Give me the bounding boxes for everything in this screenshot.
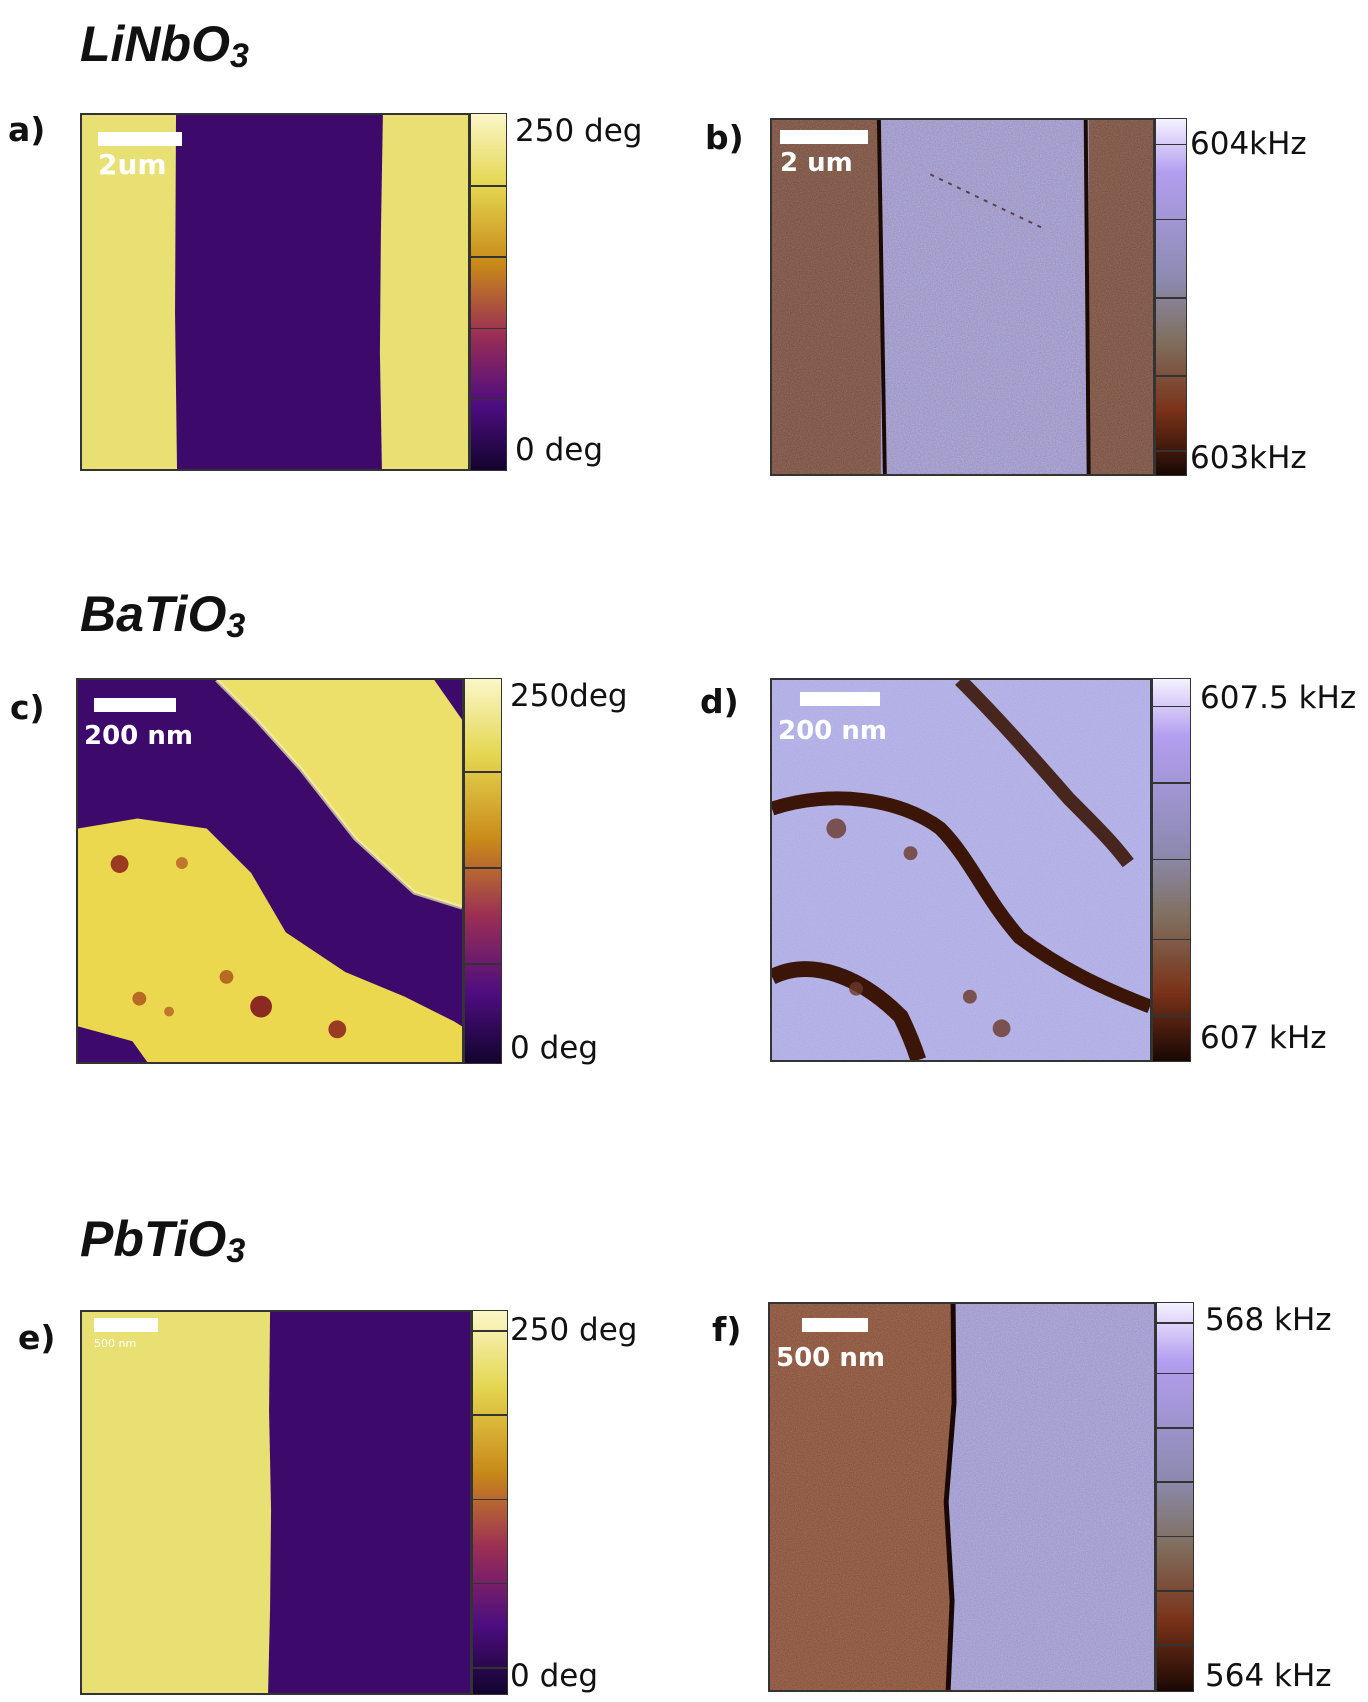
scale-bar-a bbox=[98, 132, 182, 146]
phase-map-e bbox=[80, 1310, 472, 1695]
scale-bar-label-d: 200 nm bbox=[778, 716, 887, 746]
colorbar-d bbox=[1152, 678, 1191, 1062]
section-title-pbtio3: PbTiO3 bbox=[80, 1211, 246, 1270]
scale-bar-label-c: 200 nm bbox=[84, 721, 193, 751]
colorbar-min-b: 603kHz bbox=[1190, 440, 1307, 476]
scale-bar-label-b: 2 um bbox=[780, 148, 853, 178]
panel-label-b: b) bbox=[705, 118, 744, 157]
scale-bar-label-e: 500 nm bbox=[94, 1337, 137, 1350]
colorbar-c bbox=[464, 678, 502, 1064]
scale-bar-e bbox=[94, 1318, 158, 1332]
colorbar-min-f: 564 kHz bbox=[1205, 1658, 1332, 1694]
panel-label-a: a) bbox=[8, 110, 46, 149]
colorbar-max-b: 604kHz bbox=[1190, 126, 1307, 162]
colorbar-min-e: 0 deg bbox=[510, 1658, 599, 1694]
colorbar-min-a: 0 deg bbox=[515, 432, 604, 468]
scale-bar-f bbox=[802, 1318, 868, 1332]
scale-bar-d bbox=[800, 692, 880, 706]
frequency-map-b bbox=[770, 118, 1155, 476]
scale-bar-label-a: 2um bbox=[98, 148, 167, 181]
colorbar-max-d: 607.5 kHz bbox=[1200, 680, 1357, 716]
colorbar-max-e: 250 deg bbox=[510, 1312, 638, 1348]
colorbar-max-f: 568 kHz bbox=[1205, 1302, 1332, 1338]
colorbar-f bbox=[1156, 1302, 1194, 1692]
frequency-map-f bbox=[768, 1302, 1156, 1692]
colorbar-b bbox=[1155, 118, 1187, 476]
colorbar-a bbox=[470, 113, 507, 471]
section-title-batio3: BaTiO3 bbox=[80, 586, 246, 645]
panel-label-d: d) bbox=[700, 682, 739, 721]
phase-map-c bbox=[76, 678, 464, 1064]
scale-bar-c bbox=[94, 698, 176, 712]
phase-map-a bbox=[80, 113, 470, 471]
colorbar-e bbox=[472, 1310, 508, 1695]
panel-label-e: e) bbox=[18, 1318, 56, 1357]
colorbar-min-c: 0 deg bbox=[510, 1030, 599, 1066]
scale-bar-b bbox=[780, 130, 868, 144]
panel-label-f: f) bbox=[712, 1310, 742, 1349]
colorbar-max-c: 250deg bbox=[510, 678, 628, 714]
scale-bar-label-f: 500 nm bbox=[776, 1343, 885, 1373]
frequency-map-d bbox=[770, 678, 1152, 1062]
colorbar-max-a: 250 deg bbox=[515, 113, 643, 149]
section-title-linbo3: LiNbO3 bbox=[80, 16, 249, 75]
colorbar-min-d: 607 kHz bbox=[1200, 1020, 1327, 1056]
panel-label-c: c) bbox=[10, 688, 45, 727]
